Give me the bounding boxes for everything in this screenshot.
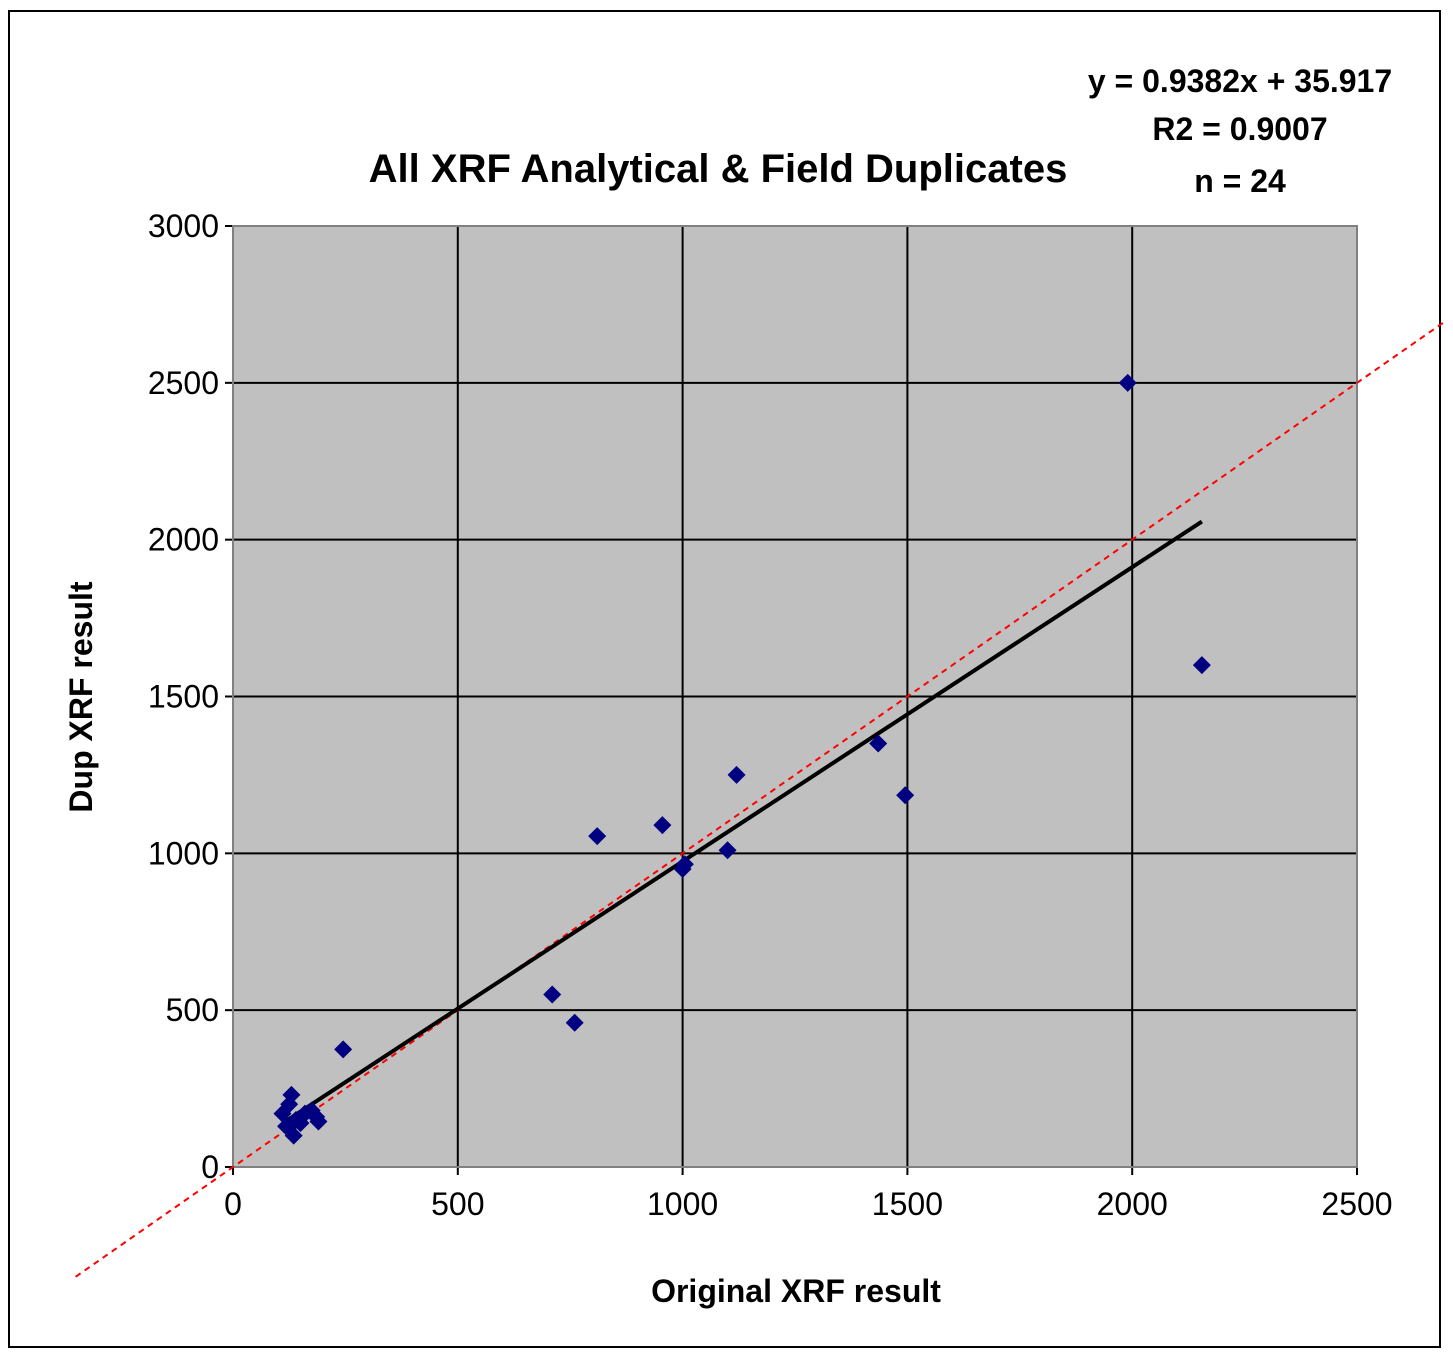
x-tick-label: 0 bbox=[224, 1186, 242, 1222]
y-tick-label: 1000 bbox=[148, 835, 219, 871]
y-tick-label: 2500 bbox=[148, 365, 219, 401]
data-point bbox=[334, 1040, 353, 1059]
data-point bbox=[588, 827, 607, 846]
data-point bbox=[309, 1112, 328, 1131]
equation-label: y = 0.9382x + 35.917 bbox=[1088, 63, 1392, 99]
y-tick-label: 2000 bbox=[148, 522, 219, 558]
data-point bbox=[675, 855, 694, 874]
y-tick-label: 1500 bbox=[148, 679, 219, 715]
plot-border bbox=[232, 225, 1358, 1168]
y-axis-title: Dup XRF result bbox=[63, 581, 99, 812]
y-tick-label: 0 bbox=[201, 1149, 219, 1185]
y-tick-label: 3000 bbox=[148, 208, 219, 244]
x-tick-label: 500 bbox=[431, 1186, 484, 1222]
x-tick-label: 2500 bbox=[1321, 1186, 1392, 1222]
data-point bbox=[653, 816, 672, 835]
x-tick-label: 1000 bbox=[647, 1186, 718, 1222]
r2-label: R2 = 0.9007 bbox=[1152, 111, 1327, 147]
n-label: n = 24 bbox=[1194, 163, 1286, 199]
x-tick-label: 1500 bbox=[872, 1186, 943, 1222]
data-point bbox=[727, 765, 746, 784]
data-point bbox=[718, 841, 737, 860]
tick-labels: 0 500 1000 1500 2000 2500 0 500 1000 1500 2000 2500… bbox=[148, 208, 1393, 1222]
data-point bbox=[1118, 373, 1137, 392]
data-point bbox=[1192, 656, 1211, 675]
data-point bbox=[565, 1013, 584, 1032]
data-point bbox=[869, 734, 888, 753]
data-point bbox=[282, 1085, 301, 1104]
data-point bbox=[543, 985, 562, 1004]
x-tick-label: 2000 bbox=[1097, 1186, 1168, 1222]
data-point bbox=[284, 1126, 303, 1145]
x-axis-title: Original XRF result bbox=[651, 1273, 941, 1309]
trendline bbox=[285, 519, 1203, 1123]
chart-title: All XRF Analytical & Field Duplicates bbox=[369, 147, 1068, 191]
data-points bbox=[273, 373, 1211, 1145]
data-point bbox=[896, 786, 915, 805]
y-tick-label: 500 bbox=[166, 992, 219, 1028]
